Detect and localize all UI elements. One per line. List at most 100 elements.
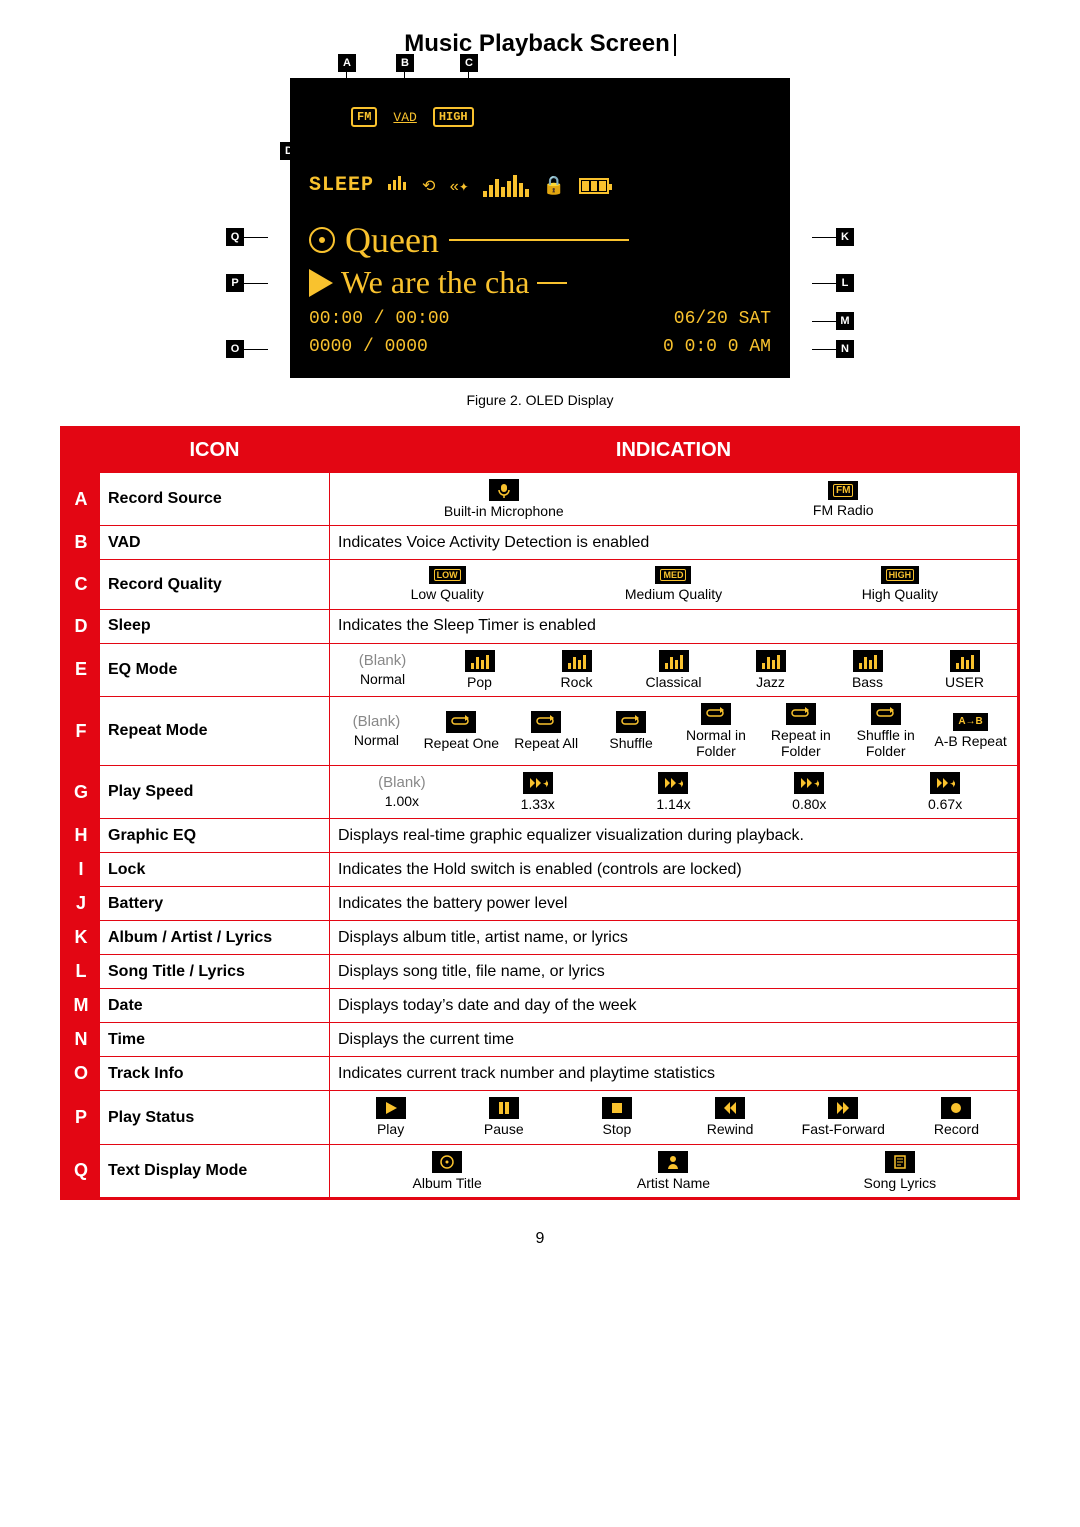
table-row: DSleepIndicates the Sleep Timer is enabl… [62,609,1019,643]
icon-item: A→B A-B Repeat [932,713,1009,749]
sp4-icon: ✦ [930,772,960,794]
icon-item: Repeat One [423,711,500,751]
row-letter: H [62,819,100,853]
row-indication: Built-in MicrophoneFMFM Radio [330,473,1019,526]
icon-item: Shuffle in Folder [847,703,924,759]
icon-label: Rewind [707,1122,754,1137]
ab-icon: A→B [953,713,987,731]
eq3-icon [659,650,689,672]
row-indication: Indicates the Sleep Timer is enabled [330,609,1019,643]
icon-item: ✦0.80x [745,772,873,812]
callout-l: L [836,274,854,292]
icon-label: Pause [484,1122,524,1137]
row-indication: Indicates current track number and playt… [330,1057,1019,1091]
disc-icon [309,227,335,253]
row-indication: Displays the current time [330,1023,1019,1057]
rall-icon [531,711,561,733]
row-name: Graphic EQ [100,819,330,853]
fm-icon: FM [351,107,377,127]
icon-label: Fast-Forward [802,1122,885,1137]
page-number: 9 [60,1230,1020,1248]
sp1-icon: ✦ [523,772,553,794]
row-name: VAD [100,526,330,560]
row-indication: (Blank)NormalPopRockClassicalJazzBassUSE… [330,643,1019,696]
row-name: Record Quality [100,560,330,609]
icon-item: Bass [823,650,912,690]
row-indication: Indicates the battery power level [330,887,1019,921]
icon-item: FMFM Radio [678,481,1010,518]
icon-item: (Blank)Normal [338,713,415,748]
figure-caption: Figure 2. OLED Display [60,392,1020,408]
eq5-icon [853,650,883,672]
icon-item: ✦0.67x [881,772,1009,812]
row-letter: C [62,560,100,609]
row-indication: Displays real-time graphic equalizer vis… [330,819,1019,853]
callout-c: C [460,54,478,72]
row-letter: A [62,473,100,526]
table-row: BVADIndicates Voice Activity Detection i… [62,526,1019,560]
elapsed-time: 00:00 / 00:00 [309,309,449,329]
play-icon [309,269,333,297]
icon-label: 1.33x [521,797,555,812]
icon-label: A-B Repeat [934,734,1006,749]
icon-item: Stop [564,1097,669,1137]
callout-m: M [836,312,854,330]
icon-label: USER [945,675,984,690]
table-row: OTrack InfoIndicates current track numbe… [62,1057,1019,1091]
row-name: Text Display Mode [100,1144,330,1198]
battery-icon [579,178,609,194]
page-title: Music Playback Screen [60,30,1020,58]
table-row: GPlay Speed(Blank)1.00x✦1.33x✦1.14x✦0.80… [62,765,1019,818]
icon-label: Normal [354,733,399,748]
sp3-icon: ✦ [794,772,824,794]
row-indication: Indicates Voice Activity Detection is en… [330,526,1019,560]
sp2-icon: ✦ [658,772,688,794]
icon-label: Rock [561,675,593,690]
oled-diagram: A B C D E F G H I J Q P O K L M N [260,78,820,378]
sleep-indicator: SLEEP [309,174,374,197]
icon-item: ✦ 1.14x [610,772,738,812]
header-icon: ICON [100,428,330,473]
table-row: FRepeat Mode(Blank)NormalRepeat OneRepea… [62,697,1019,766]
table-row: PPlay StatusPlayPauseStopRewindFast-Forw… [62,1091,1019,1144]
header-indication: INDICATION [330,428,1019,473]
icon-label: Repeat One [424,736,500,751]
icon-item: Normal in Folder [678,703,755,759]
icon-label: Low Quality [411,587,484,602]
ff-icon [828,1097,858,1119]
icon-item: Record [904,1097,1009,1137]
table-row: MDateDisplays today’s date and day of th… [62,989,1019,1023]
icon-item: Play [338,1097,443,1137]
icon-item: USER [920,650,1009,690]
icon-label: 1.14x [656,797,690,812]
svg-text:✦: ✦ [814,779,819,789]
row-name: Track Info [100,1057,330,1091]
icon-item: Album Title [338,1151,556,1191]
callout-o: O [226,340,244,358]
callout-k: K [836,228,854,246]
rf-icon [786,703,816,725]
nf-icon [701,703,731,725]
rew-icon [715,1097,745,1119]
eq2-icon [562,650,592,672]
row-letter: N [62,1023,100,1057]
icon-item: Repeat in Folder [762,703,839,759]
row-name: Sleep [100,609,330,643]
icon-label: Jazz [756,675,785,690]
row-letter: D [62,609,100,643]
row-letter: G [62,765,100,818]
icon-label: Shuffle in Folder [847,728,924,759]
row-indication: Play Pause Stop Rewind Fast-Forward Record [330,1091,1019,1144]
row-name: Repeat Mode [100,697,330,766]
MED-icon: MED [655,566,691,584]
icon-item: Classical [629,650,718,690]
row-letter: I [62,853,100,887]
icon-label: Classical [645,675,701,690]
icon-label: Normal [360,672,405,687]
clock-display: 0 0:0 0 AM [663,337,771,357]
icon-item: ✦ 1.33x [474,772,602,812]
icon-item: Pause [451,1097,556,1137]
row-name: Date [100,989,330,1023]
table-row: ARecord SourceBuilt-in MicrophoneFMFM Ra… [62,473,1019,526]
icon-item: MEDMedium Quality [564,566,782,602]
